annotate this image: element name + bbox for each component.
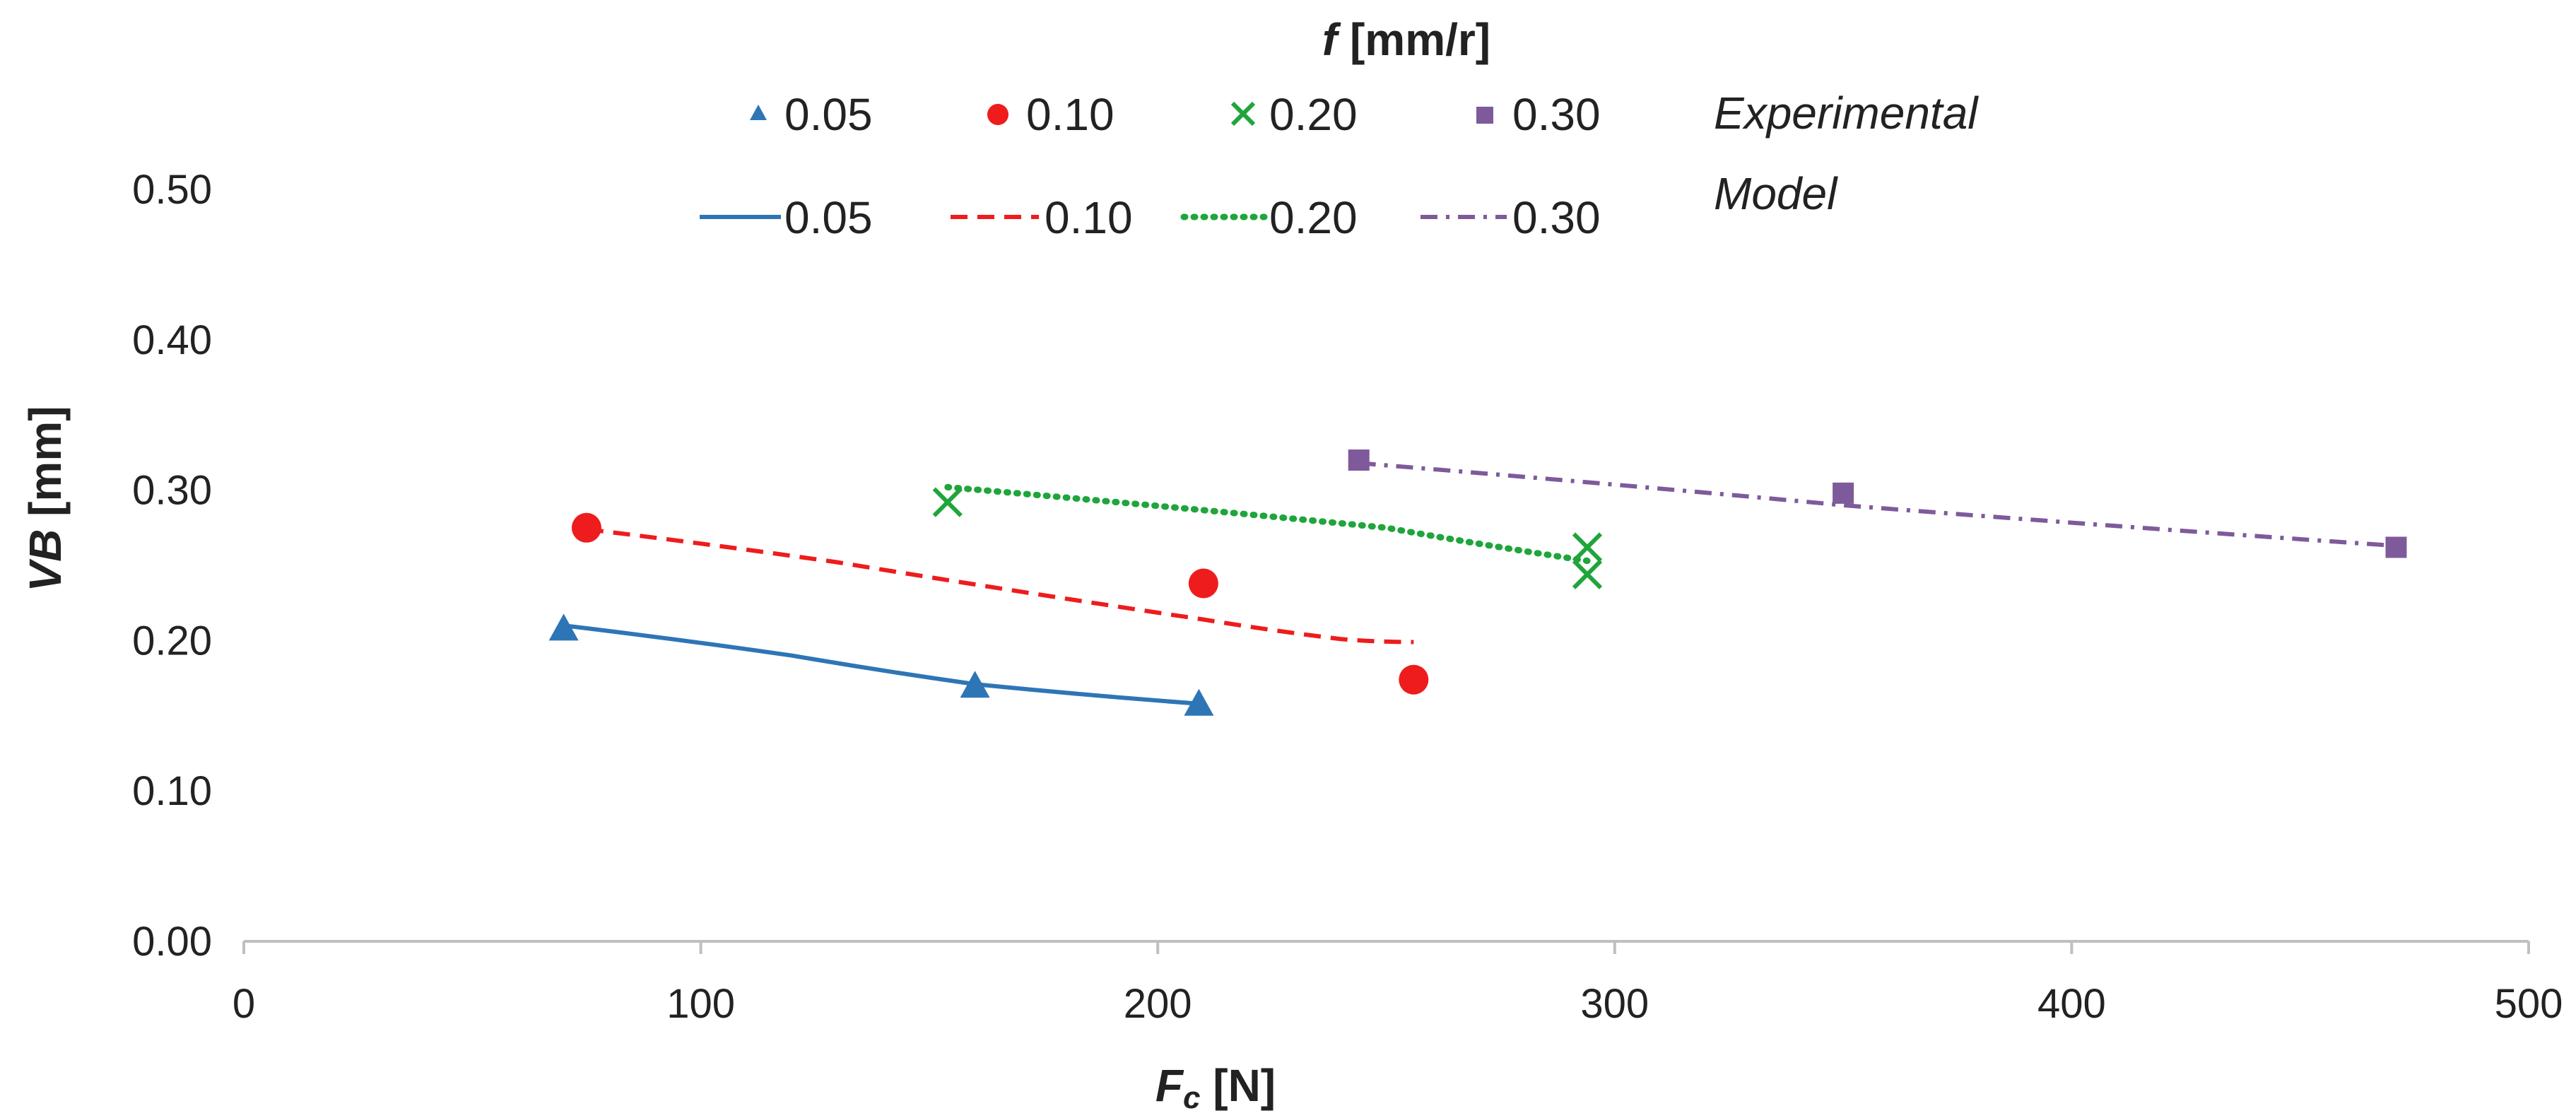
legend-model-label-0.20: 0.20 bbox=[1269, 192, 1358, 243]
legend-group-model: Model bbox=[1714, 168, 1838, 219]
x-tick-label: 400 bbox=[2037, 981, 2106, 1027]
experimental-point-0.30 bbox=[1348, 449, 1370, 471]
experimental-point-0.05 bbox=[960, 671, 990, 698]
y-axis-title-symbol: VB bbox=[20, 529, 71, 592]
legend-marker-0.30 bbox=[1476, 107, 1493, 124]
experimental-point-0.20 bbox=[1572, 559, 1603, 589]
legend-title-unit: [mm/r] bbox=[1337, 14, 1490, 65]
y-tick-label: 0.30 bbox=[132, 468, 212, 514]
experimental-point-0.10 bbox=[571, 512, 601, 543]
x-axis-title-symbol: F bbox=[1155, 1060, 1184, 1111]
model-line-0.10 bbox=[586, 526, 1414, 645]
y-tick-label: 0.40 bbox=[132, 317, 212, 363]
x-tick-label: 100 bbox=[666, 981, 735, 1027]
experimental-point-0.30 bbox=[1833, 482, 1854, 504]
legend-group-experimental: Experimental bbox=[1714, 88, 1979, 139]
model-line-0.20 bbox=[944, 483, 1591, 565]
experimental-point-0.05 bbox=[548, 613, 579, 641]
legend-marker-0.20 bbox=[1230, 101, 1256, 126]
experimental-point-0.10 bbox=[1188, 568, 1218, 599]
legend-marker-0.10 bbox=[987, 104, 1008, 125]
x-axis-title-unit: [N] bbox=[1200, 1060, 1276, 1111]
model-lines bbox=[563, 461, 2396, 706]
y-tick-label: 0.00 bbox=[132, 919, 212, 965]
x-tick-label: 500 bbox=[2495, 981, 2563, 1027]
legend-model-label-0.10: 0.10 bbox=[1045, 192, 1133, 243]
y-tick-label: 0.10 bbox=[132, 768, 212, 814]
legend-model-label-0.05: 0.05 bbox=[784, 192, 873, 243]
experimental-point-0.30 bbox=[2385, 536, 2407, 558]
experimental-point-0.10 bbox=[1399, 664, 1429, 695]
legend-title: f [mm/r] bbox=[1322, 14, 1490, 65]
y-tick-label: 0.50 bbox=[132, 167, 212, 213]
experimental-point-0.05 bbox=[1184, 688, 1214, 716]
experimental-point-0.20 bbox=[1572, 532, 1603, 563]
legend-exp-label-0.20: 0.20 bbox=[1269, 89, 1358, 140]
legend-experimental: 0.05 0.10 0.20 0.30 Experimental bbox=[750, 88, 1979, 140]
x-axis-title-subscript: c bbox=[1183, 1081, 1200, 1115]
x-tick-label: 300 bbox=[1580, 981, 1649, 1027]
legend-model-label-0.30: 0.30 bbox=[1512, 192, 1601, 243]
experimental-markers bbox=[548, 449, 2407, 716]
x-tick-label: 200 bbox=[1124, 981, 1192, 1027]
legend-model: 0.05 0.10 0.20 0.30 Model bbox=[700, 168, 1838, 243]
legend-exp-label-0.05: 0.05 bbox=[784, 89, 873, 140]
x-axis-title: Fc [N] bbox=[1155, 1060, 1276, 1115]
x-tick-label: 0 bbox=[233, 981, 255, 1027]
experimental-point-0.20 bbox=[932, 487, 963, 517]
legend-marker-0.05 bbox=[750, 105, 767, 120]
model-line-0.05 bbox=[563, 623, 1199, 706]
y-tick-label: 0.20 bbox=[132, 618, 212, 664]
legend-exp-label-0.30: 0.30 bbox=[1512, 89, 1601, 140]
y-axis-title: VB [mm] bbox=[20, 406, 71, 592]
y-axis-title-unit: [mm] bbox=[20, 406, 71, 529]
ticks: 0 100 200 300 400 500 0.00 0.10 0.20 0.30 0.40 0.50 bbox=[132, 167, 2563, 1027]
model-line-0.30 bbox=[1358, 461, 2396, 548]
legend-exp-label-0.10: 0.10 bbox=[1026, 89, 1114, 140]
